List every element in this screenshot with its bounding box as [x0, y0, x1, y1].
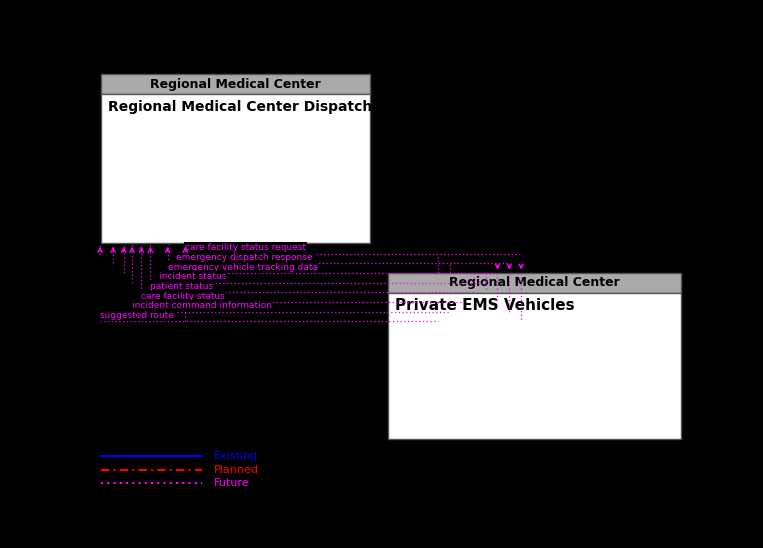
Bar	[101, 74, 370, 94]
Text: emergency vehicle tracking data: emergency vehicle tracking data	[168, 262, 317, 272]
Bar	[388, 293, 681, 439]
Text: emergency dispatch response: emergency dispatch response	[176, 253, 313, 262]
Text: care facility status: care facility status	[141, 292, 224, 301]
Text: Private EMS Vehicles: Private EMS Vehicles	[395, 298, 575, 313]
Text: patient status: patient status	[150, 282, 213, 291]
Text: Regional Medical Center: Regional Medical Center	[150, 78, 321, 91]
Text: incident status: incident status	[159, 272, 226, 281]
Text: Existing: Existing	[214, 451, 258, 461]
Text: care facility status request: care facility status request	[185, 243, 307, 252]
Bar	[101, 94, 370, 243]
Text: suggested route: suggested route	[100, 311, 174, 320]
Text: incident command information: incident command information	[132, 301, 272, 311]
Text: Regional Medical Center Dispatch: Regional Medical Center Dispatch	[108, 100, 372, 113]
Text: Planned: Planned	[214, 465, 259, 475]
Text: Future: Future	[214, 478, 250, 488]
Text: Regional Medical Center: Regional Medical Center	[449, 276, 620, 289]
Bar	[388, 272, 681, 293]
